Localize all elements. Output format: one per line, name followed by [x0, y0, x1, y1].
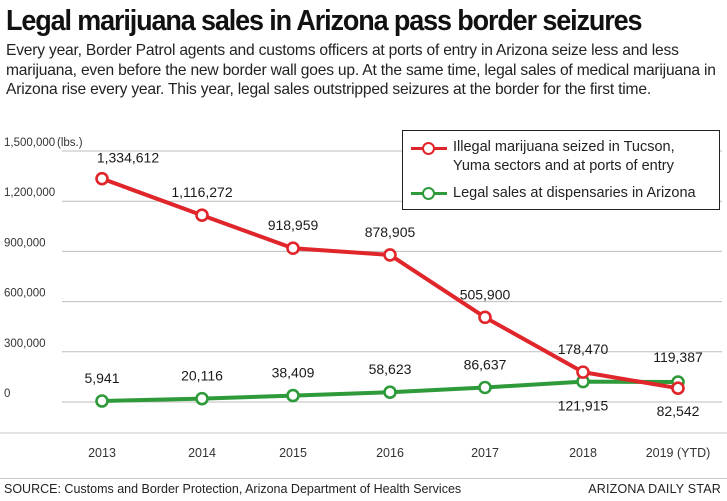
x-tick-label: 2014: [188, 446, 216, 460]
seized-data-label: 878,905: [365, 224, 416, 240]
seized-data-label: 1,116,272: [171, 184, 232, 200]
x-tick-label: 2017: [471, 446, 499, 460]
sales-data-label: 119,387: [653, 349, 703, 365]
seized-data-label: 178,470: [558, 341, 609, 357]
legend-label-seized: Illegal marijuana seized in Tucson, Yuma…: [453, 139, 675, 174]
y-tick-label: 1,500,000: [4, 137, 55, 149]
sales-data-label: 5,941: [84, 370, 119, 386]
seized-data-label: 918,959: [268, 217, 319, 233]
sales-point: [195, 391, 209, 406]
seized-data-label: 505,900: [460, 286, 511, 302]
sales-point: [478, 380, 492, 395]
sales-data-label: 121,915: [558, 398, 609, 414]
seized-point: [576, 365, 590, 379]
seized-point: [195, 208, 209, 223]
legend-label-sales: Legal sales at dispensaries in Arizona: [453, 185, 696, 201]
x-tick-label: 2015: [279, 446, 307, 460]
seized-data-label: 1,334,612: [97, 150, 159, 166]
seized-point: [478, 310, 492, 325]
x-tick-label: 2019 (YTD): [646, 446, 711, 460]
y-tick-label: 900,000: [4, 237, 46, 249]
series-lines: [95, 171, 685, 408]
sales-point: [383, 385, 397, 399]
sales-data-label: 20,116: [181, 368, 223, 384]
seized-point: [671, 381, 685, 395]
footer: SOURCE: Customs and Border Protection, A…: [0, 478, 727, 501]
y-unit-label: (lbs.): [57, 137, 83, 149]
sales-point: [95, 394, 109, 408]
y-tick-label: 300,000: [4, 338, 46, 350]
seized-data-label: 82,542: [657, 403, 700, 419]
seized-point: [95, 171, 109, 186]
publisher-credit: ARIZONA DAILY STAR: [588, 482, 721, 496]
y-tick-label: 600,000: [4, 288, 46, 300]
sales-data-label: 86,637: [464, 357, 507, 373]
sales-data-label: 38,409: [272, 365, 315, 381]
chart-description: Every year, Border Patrol agents and cus…: [6, 42, 716, 98]
y-axis-ticks: 0 300,000 600,000 900,000 1,200,000 1,500,000…: [4, 137, 83, 400]
data-labels: 5,941 20,116 38,409 58,623 86,637 121,915 119,…: [84, 150, 703, 420]
source-note: SOURCE: Customs and Border Protection, A…: [4, 482, 462, 496]
x-axis: 2013 2014 2015 2016 2017 2018 2019 (YTD): [0, 432, 727, 460]
x-tick-label: 2018: [569, 446, 597, 460]
legend-swatch-seized: [411, 141, 447, 155]
y-tick-label: 1,200,000: [4, 187, 55, 199]
x-tick-label: 2016: [376, 446, 404, 460]
legend: Illegal marijuana seized in Tucson, Yuma…: [402, 130, 720, 210]
page-title: Legal marijuana sales in Arizona pass bo…: [6, 5, 642, 37]
line-chart: 0 300,000 600,000 900,000 1,200,000 1,500,000…: [0, 137, 727, 460]
x-tick-label: 2013: [88, 446, 116, 460]
seized-point: [286, 241, 300, 256]
sales-data-label: 58,623: [369, 361, 412, 377]
sales-point: [286, 388, 300, 403]
y-tick-label: 0: [4, 388, 10, 400]
seized-point: [383, 248, 397, 262]
legend-swatch-sales: [411, 186, 447, 200]
